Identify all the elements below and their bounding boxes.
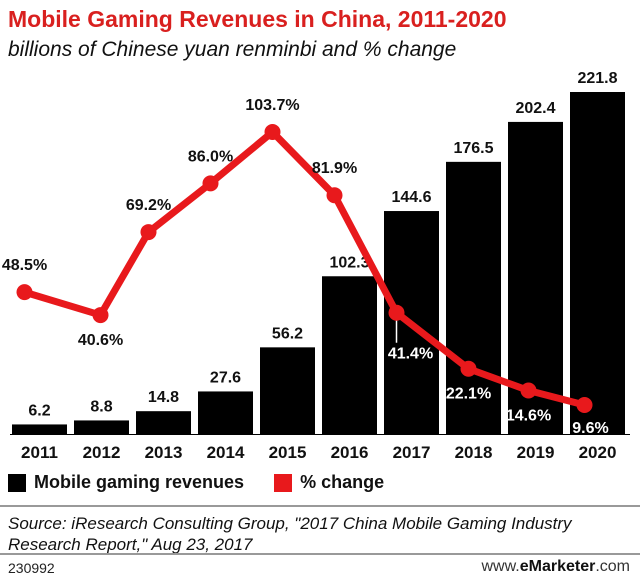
brand-name: eMarketer [519, 558, 596, 575]
pct-label-2012: 40.6% [78, 332, 123, 349]
bar-label-2020: 221.8 [577, 70, 617, 87]
pct-point-2015 [264, 124, 281, 140]
pct-point-2016 [326, 187, 343, 204]
bar-label-2015: 56.2 [272, 325, 303, 342]
x-tick-2014: 2014 [207, 443, 245, 462]
pct-point-2013 [140, 224, 157, 241]
brand-url: www.eMarketer.com [481, 558, 630, 576]
x-tick-2016: 2016 [331, 443, 369, 462]
x-tick-2019: 2019 [517, 443, 555, 462]
pct-label-2020: 9.6% [572, 420, 608, 437]
pct-point-2019 [520, 382, 537, 399]
legend: Mobile gaming revenues % change [8, 472, 414, 493]
chart-id: 230992 [8, 560, 55, 576]
pct-label-2016: 81.9% [312, 160, 357, 177]
pct-point-2018 [460, 360, 477, 377]
chart-title: Mobile Gaming Revenues in China, 2011-20… [8, 6, 507, 32]
x-tick-2015: 2015 [269, 443, 307, 462]
pct-point-2017 [388, 304, 405, 321]
bar-label-2019: 202.4 [515, 100, 555, 117]
bar-label-2014: 27.6 [210, 369, 241, 386]
divider-top [0, 505, 640, 507]
bar-2016 [322, 276, 377, 434]
bar-label-2017: 144.6 [391, 189, 431, 206]
pct-point-2020 [576, 397, 593, 413]
pct-point-2012 [92, 307, 109, 324]
x-tick-2018: 2018 [455, 443, 493, 462]
pct-label-2011: 48.5% [2, 257, 47, 274]
pct-label-2018: 22.1% [446, 386, 491, 403]
pct-label-2017: 41.4% [388, 346, 433, 363]
x-tick-2012: 2012 [83, 443, 121, 462]
bar-label-2016: 102.3 [329, 254, 369, 271]
bar-2013 [136, 411, 191, 434]
bar-2019 [508, 121, 563, 434]
pct-point-2014 [202, 175, 219, 192]
x-tick-2020: 2020 [579, 443, 617, 462]
source-note: Source: iResearch Consulting Group, "201… [8, 514, 572, 554]
chart-subtitle: billions of Chinese yuan renminbi and % … [8, 38, 457, 61]
bar-label-2011: 6.2 [28, 402, 50, 419]
bar-2014 [198, 391, 253, 434]
bar-2018 [446, 161, 501, 434]
brand-suffix: .com [595, 558, 630, 575]
divider-bottom [0, 553, 640, 555]
legend-item-revenues: Mobile gaming revenues [8, 472, 244, 493]
pct-label-2015: 103.7% [245, 97, 299, 114]
bar-2012 [74, 420, 129, 434]
legend-label-change: % change [300, 472, 385, 492]
pct-label-2019: 14.6% [506, 407, 551, 424]
legend-swatch-revenues [8, 473, 26, 492]
chart: 6.2 8.8 14.8 27.6 56.2 102.3 144.6 176.5 202.4 22… [2, 70, 630, 462]
legend-item-change: % change [274, 472, 384, 493]
pct-point-2011 [16, 284, 33, 301]
legend-label-revenues: Mobile gaming revenues [34, 472, 245, 492]
bar-2015 [260, 347, 315, 434]
bar-2020 [570, 92, 625, 434]
pct-change-line [21, 128, 588, 409]
legend-swatch-change [274, 473, 293, 492]
x-tick-2017: 2017 [393, 443, 431, 462]
bar-label-2012: 8.8 [90, 398, 112, 415]
brand-prefix: www. [481, 558, 520, 575]
bar-2011 [12, 424, 67, 434]
pct-label-2014: 86.0% [188, 148, 233, 165]
pct-label-2013: 69.2% [126, 197, 171, 214]
x-tick-2011: 2011 [21, 443, 58, 462]
x-tick-2013: 2013 [145, 443, 183, 462]
bar-label-2013: 14.8 [148, 389, 179, 406]
bar-label-2018: 176.5 [453, 140, 493, 157]
